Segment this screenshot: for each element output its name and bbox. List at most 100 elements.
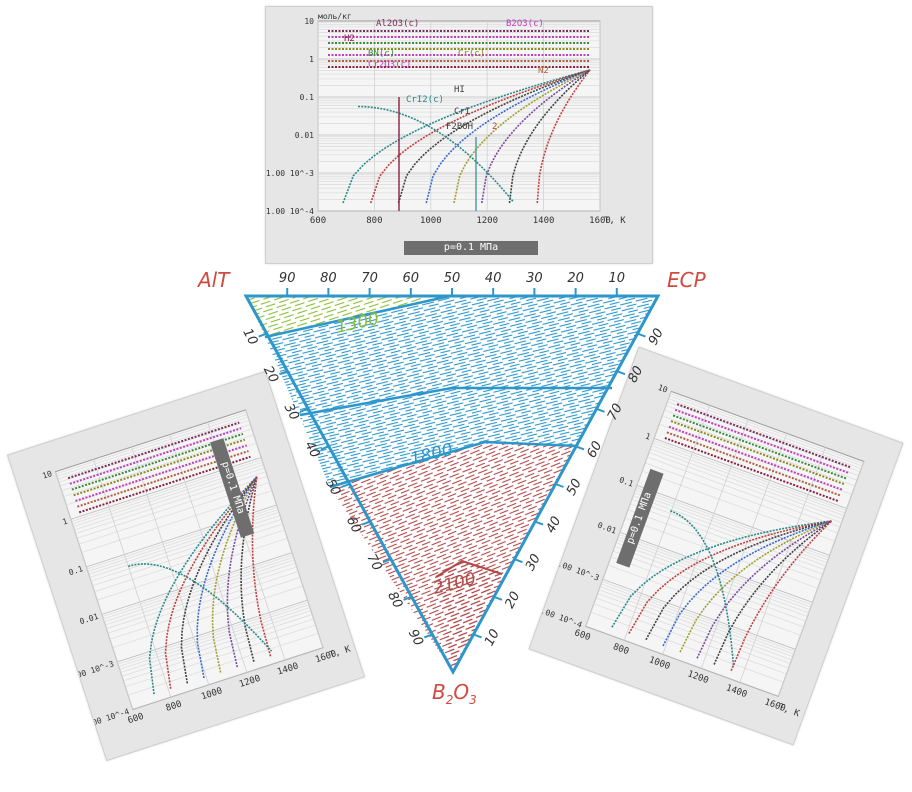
grid-line (607, 564, 801, 636)
y-tick-label: 1.00 10^-3 (266, 169, 314, 178)
series-label: BN(c) (368, 49, 395, 59)
grid-line (648, 452, 842, 523)
y-tick-label: 10 (304, 17, 314, 26)
top-tick-label: 80 (320, 271, 337, 286)
top-tick-label: 40 (485, 271, 502, 286)
grid-line (112, 585, 303, 648)
grid-line (642, 470, 835, 542)
grid-line (662, 415, 856, 487)
grid-line (650, 448, 844, 520)
right-tick (575, 445, 585, 451)
grid-line (58, 420, 250, 483)
grid-line (668, 398, 862, 470)
grid-line (585, 391, 672, 627)
right-tick (514, 558, 523, 564)
grid-line (670, 393, 864, 464)
y-tick-label: 1 (61, 517, 69, 527)
right-tick (555, 483, 564, 488)
grid-line (667, 401, 861, 473)
corner-label-b2o3: B2O3 (432, 680, 477, 707)
grid-line (118, 604, 310, 667)
left-tick (279, 370, 288, 376)
flat-series-line (664, 437, 840, 503)
top-tick-label: 10 (609, 271, 626, 286)
grid-line (56, 411, 247, 475)
region-2100-outer (330, 442, 578, 672)
grid-line (653, 440, 847, 511)
right-tick (596, 407, 605, 413)
grid-line (777, 461, 865, 697)
y-tick-label: 0.1 (618, 475, 635, 488)
grid-line (647, 456, 841, 528)
grid-line (132, 647, 324, 710)
y-tick-label: 0.01 (295, 131, 314, 140)
grid-line (618, 536, 812, 608)
y-tick-label: 1 (644, 432, 652, 442)
top-tick-label: 90 (279, 271, 296, 286)
rising-series-line (480, 69, 591, 204)
right-tick-label: 20 (502, 589, 523, 611)
left-tick-label: 80 (384, 589, 405, 611)
grid-line (634, 492, 828, 564)
region-2100-inner (436, 561, 502, 672)
grid-line (739, 447, 826, 683)
top-tick-label: 30 (526, 271, 543, 286)
grid-line (55, 471, 134, 710)
series-label: B2O3(c) (506, 19, 544, 29)
grid-line (169, 434, 248, 673)
flat-series-line (69, 427, 242, 485)
left-tick (299, 407, 309, 413)
rising-series-line (148, 476, 258, 695)
y-tick-label: 1 (309, 55, 314, 64)
left-tick-label: 20 (260, 364, 281, 386)
y-tick-label: 0.1 (300, 93, 315, 102)
grid-line (103, 556, 294, 620)
series-label: Cr2O3(c) (368, 60, 411, 70)
series-label: HI (454, 85, 465, 95)
y-unit-label: моль/кг (318, 12, 352, 21)
top-chart-panel: 10 1 0.1 0.01 1.00 10^-3 1.00 10^-4 600 800 1000… (265, 6, 653, 264)
grid-line (131, 446, 210, 685)
rising-series-line (369, 69, 591, 204)
grid-line (610, 556, 804, 628)
falling-series-line (128, 563, 273, 652)
grid-line (600, 583, 794, 655)
right-tick-label: 40 (543, 514, 564, 536)
grid-line (600, 586, 793, 658)
left-tick (320, 445, 330, 451)
flat-series-line (73, 438, 246, 497)
grid-line (585, 625, 779, 697)
grid-line (60, 423, 251, 487)
y-tick-label: 10 (657, 383, 669, 395)
grid-line (662, 419, 749, 655)
right-tick-label: 90 (646, 326, 667, 348)
rising-series-line (628, 520, 832, 634)
corner-label-ecp: ECP (667, 268, 706, 292)
top-tick-label: 20 (567, 271, 584, 286)
flat-series-line (666, 431, 842, 497)
left-tick-label: 50 (322, 477, 343, 499)
right-tick-label: 80 (625, 364, 646, 386)
grid-line (101, 552, 293, 615)
grid-line (598, 589, 792, 661)
right-tick (637, 332, 646, 338)
series-label: Al2O3(c) (376, 19, 419, 29)
left-tick-label: 90 (405, 627, 426, 649)
x-tick-label: 1600 (589, 216, 611, 226)
right-tick (616, 370, 626, 376)
grid-line (104, 559, 295, 623)
rising-series-line (645, 520, 832, 641)
series-label: CrI2(c) (406, 95, 444, 105)
x-tick-label: 1400 (533, 216, 555, 226)
grid-line (630, 503, 823, 575)
rising-series-line (425, 69, 591, 204)
grid-line (57, 416, 249, 480)
grid-line (120, 610, 312, 673)
grid-line (669, 395, 863, 467)
boundary-inner-1 (299, 386, 612, 417)
rising-series-line (713, 520, 832, 665)
grid-line (618, 534, 812, 605)
flat-series-line (670, 420, 846, 486)
flat-series-line (676, 403, 852, 469)
left-tick (423, 633, 433, 639)
